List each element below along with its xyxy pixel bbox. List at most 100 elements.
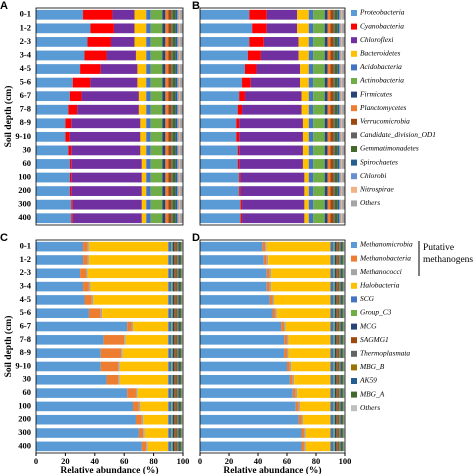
bar-segment bbox=[71, 145, 141, 156]
bar-segment bbox=[178, 77, 181, 88]
legend-swatch bbox=[351, 37, 357, 44]
bar-segment bbox=[334, 321, 337, 332]
bar-segment bbox=[327, 213, 331, 224]
bar-segment bbox=[172, 281, 175, 292]
bar-segment bbox=[171, 23, 173, 34]
bar-segment bbox=[178, 428, 181, 438]
bar-segment bbox=[175, 241, 178, 252]
bar-segment bbox=[175, 118, 178, 129]
bar-segment bbox=[334, 64, 338, 74]
bar-segment bbox=[342, 348, 344, 358]
bar-segment bbox=[174, 428, 176, 438]
bar-segment bbox=[181, 374, 183, 385]
bar-segment bbox=[339, 441, 341, 452]
bar-segment bbox=[118, 374, 120, 385]
bar-segment bbox=[330, 388, 334, 398]
bar-segment bbox=[339, 37, 341, 47]
bar-segment bbox=[308, 213, 314, 224]
bar-segment bbox=[150, 118, 163, 129]
bar-segment bbox=[304, 441, 306, 452]
bar-segment bbox=[336, 388, 338, 398]
bar-segment bbox=[36, 321, 128, 332]
bar-segment bbox=[327, 186, 331, 196]
bar-segment bbox=[36, 104, 69, 115]
bar-segment bbox=[178, 414, 181, 425]
bar-segment bbox=[343, 441, 345, 452]
bar-segment bbox=[301, 104, 309, 115]
bar-segment bbox=[91, 295, 94, 305]
bar-segment bbox=[324, 23, 328, 34]
bar-segment bbox=[174, 414, 176, 425]
bar-segment bbox=[324, 118, 328, 129]
bar-segment bbox=[337, 199, 340, 210]
bar-segment bbox=[337, 77, 340, 88]
bar-segment bbox=[171, 308, 173, 319]
bar-segment bbox=[313, 50, 325, 61]
bar-segment bbox=[177, 37, 179, 47]
bar-segment bbox=[171, 37, 173, 47]
bar-segment bbox=[342, 131, 345, 142]
bar-segment bbox=[200, 77, 243, 88]
bar-segment bbox=[337, 401, 340, 412]
bar-segment bbox=[272, 308, 276, 319]
legend-swatch bbox=[351, 296, 357, 303]
bar-segment bbox=[180, 104, 183, 115]
bar-segment bbox=[292, 374, 295, 385]
bar-segment bbox=[262, 241, 266, 252]
bar-segment bbox=[302, 118, 309, 129]
bar-segment bbox=[308, 9, 314, 20]
legend-label: Proteobacteria bbox=[359, 8, 405, 17]
bar-segment bbox=[177, 131, 179, 142]
bar-segment bbox=[330, 255, 334, 265]
bar-segment bbox=[339, 186, 341, 196]
bar-segment bbox=[342, 308, 344, 319]
legend-label: SCG bbox=[360, 294, 375, 303]
bar-segment bbox=[88, 241, 169, 252]
bar-segment bbox=[168, 268, 172, 279]
bar-segment bbox=[144, 428, 169, 438]
bar-segment bbox=[168, 308, 172, 319]
y-tick-label: 9-10 bbox=[15, 360, 31, 370]
bar-segment bbox=[330, 118, 334, 129]
bar-segment bbox=[87, 241, 89, 252]
bar-segment bbox=[249, 9, 267, 20]
panel-label: C bbox=[0, 232, 8, 244]
bar-segment bbox=[36, 361, 101, 372]
bar-segment bbox=[71, 186, 142, 196]
x-tick-label: 40 bbox=[254, 456, 263, 466]
bar-segment bbox=[171, 145, 173, 156]
bar-segment bbox=[339, 131, 341, 142]
bar-segment bbox=[266, 241, 331, 252]
legend-label: Others bbox=[360, 403, 380, 412]
bar-segment bbox=[330, 91, 334, 102]
bar-segment bbox=[162, 131, 166, 142]
bar-segment bbox=[36, 159, 70, 169]
legend-label: Cyanobacteria bbox=[360, 21, 404, 30]
bar-segment bbox=[106, 50, 136, 61]
bar-segment bbox=[339, 295, 341, 305]
legend-swatch bbox=[351, 146, 357, 152]
bar-segment bbox=[333, 401, 335, 412]
bar-segment bbox=[177, 374, 179, 385]
bar-segment bbox=[137, 388, 169, 398]
bar-segment bbox=[36, 91, 70, 102]
bar-segment bbox=[313, 91, 325, 102]
bar-segment bbox=[174, 268, 176, 279]
bar-segment bbox=[339, 64, 341, 74]
bar-segment bbox=[134, 23, 147, 34]
bar-segment bbox=[340, 414, 343, 425]
bar-segment bbox=[333, 414, 335, 425]
bar-segment bbox=[333, 77, 335, 88]
bar-segment bbox=[330, 77, 334, 88]
bar-segment bbox=[340, 295, 343, 305]
bar-segment bbox=[244, 91, 302, 102]
bar-segment bbox=[36, 131, 66, 142]
legend-swatch bbox=[351, 282, 357, 289]
bar-segment bbox=[168, 37, 172, 47]
bar-segment bbox=[127, 321, 132, 332]
bar-segment bbox=[174, 308, 176, 319]
bar-segment bbox=[36, 295, 85, 305]
bar-segment bbox=[339, 361, 341, 372]
bar-segment bbox=[304, 213, 309, 224]
